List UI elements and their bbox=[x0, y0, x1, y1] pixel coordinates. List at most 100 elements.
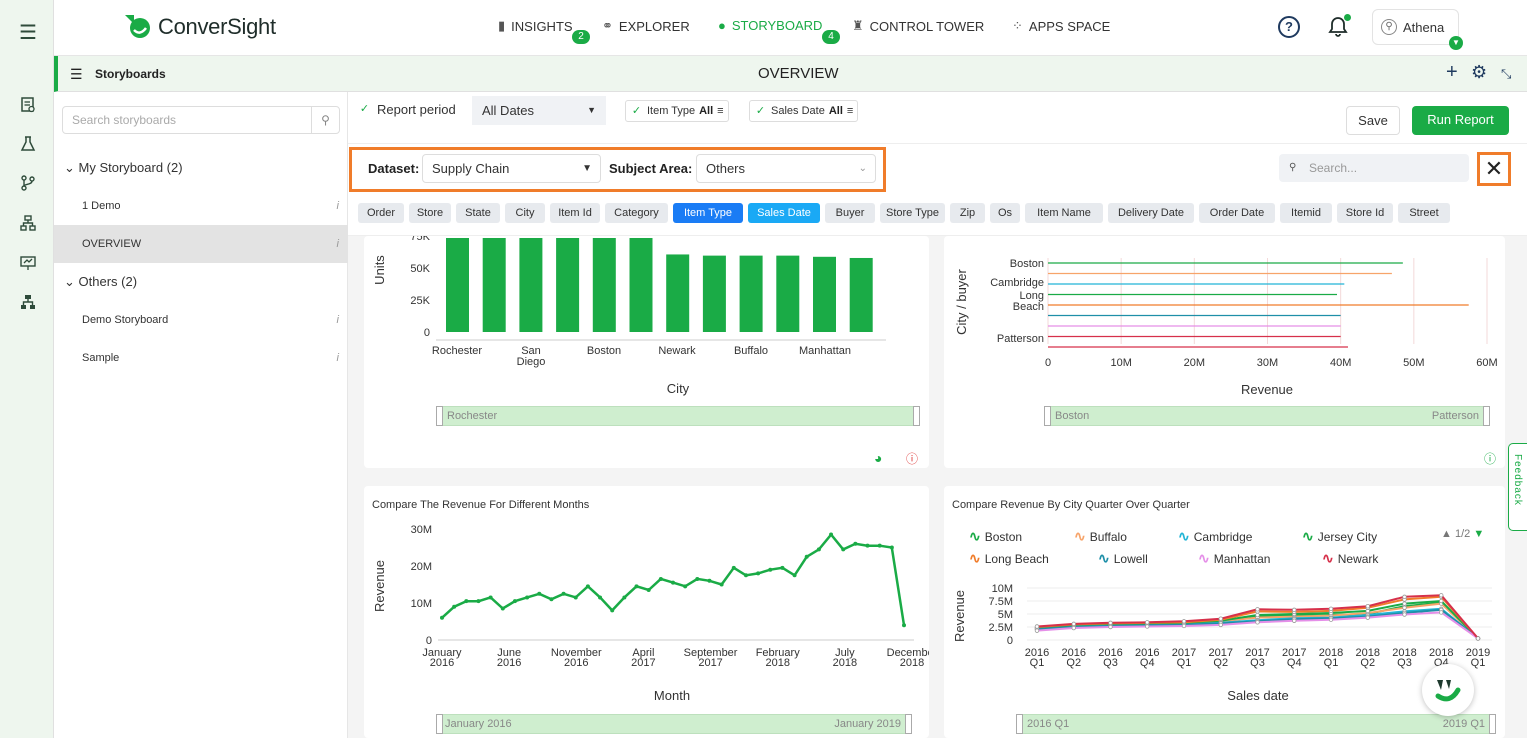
run-report-button[interactable]: Run Report bbox=[1412, 106, 1509, 135]
hamburger-menu-icon[interactable]: ☰ bbox=[19, 21, 37, 44]
sales-date-filter[interactable]: ✓ Sales Date All ≡ bbox=[749, 100, 859, 122]
slider-handle-left[interactable] bbox=[436, 406, 443, 426]
legend-item[interactable]: ∿ Newark bbox=[1322, 550, 1378, 567]
chevron-down-icon[interactable]: ▼ bbox=[1449, 36, 1463, 50]
field-chip[interactable]: Item Name bbox=[1025, 203, 1103, 223]
field-chip[interactable]: Item Type bbox=[673, 203, 743, 223]
field-chip[interactable]: Buyer bbox=[825, 203, 875, 223]
legend-line-icon: ∿ bbox=[1302, 528, 1314, 544]
report-period[interactable]: ✓ Report period bbox=[358, 102, 456, 117]
field-chip[interactable]: Zip bbox=[950, 203, 985, 223]
field-chip[interactable]: Itemid bbox=[1280, 203, 1332, 223]
data-point bbox=[573, 595, 578, 600]
nav-insights[interactable]: ▮ INSIGHTS 2 bbox=[498, 18, 590, 44]
add-icon[interactable]: + bbox=[1446, 61, 1458, 83]
info-icon[interactable]: ⓘ bbox=[906, 452, 919, 466]
brand-logo[interactable]: ConverSight bbox=[122, 12, 276, 42]
search-storyboards-input[interactable]: Search storyboards ⚲ bbox=[62, 106, 340, 134]
x-tick-label: 2018 bbox=[765, 657, 789, 669]
subject-area-select[interactable]: Others ⌄ bbox=[696, 154, 876, 183]
field-chip[interactable]: Store Id bbox=[1337, 203, 1393, 223]
range-slider[interactable]: Rochester bbox=[436, 406, 920, 426]
conversight-assistant-icon bbox=[1435, 680, 1461, 702]
check-icon[interactable]: ✓ bbox=[359, 103, 370, 115]
field-chip[interactable]: Delivery Date bbox=[1108, 203, 1194, 223]
presentation-icon[interactable] bbox=[17, 252, 39, 274]
sidebar-item-overview[interactable]: OVERVIEW i bbox=[54, 225, 348, 263]
field-chip[interactable]: Street bbox=[1398, 203, 1450, 223]
slider-handle-right[interactable] bbox=[913, 406, 920, 426]
range-slider[interactable]: January 2016 January 2019 bbox=[436, 714, 912, 734]
legend-item[interactable]: ∿ Jersey City bbox=[1302, 528, 1377, 545]
info-icon[interactable]: i bbox=[336, 238, 339, 250]
flask-icon[interactable] bbox=[17, 133, 39, 155]
info-icon[interactable]: i bbox=[336, 314, 339, 326]
legend-item[interactable]: ∿ Manhattan bbox=[1198, 550, 1270, 567]
field-chip[interactable]: Order bbox=[358, 203, 404, 223]
nav-control-tower[interactable]: ♜ CONTROL TOWER bbox=[852, 18, 984, 34]
bell-icon[interactable] bbox=[1328, 16, 1350, 40]
feedback-tab[interactable]: Feedback bbox=[1508, 443, 1527, 531]
legend-item[interactable]: ∿ Boston bbox=[969, 528, 1022, 545]
y-tick-label: Patterson bbox=[997, 333, 1044, 345]
group-others[interactable]: ⌄ Others (2) bbox=[64, 274, 138, 289]
field-chip[interactable]: Item Id bbox=[550, 203, 600, 223]
slider-handle-right[interactable] bbox=[1489, 714, 1496, 734]
legend-item[interactable]: ∿ Lowell bbox=[1098, 550, 1148, 567]
legend-pager[interactable]: ▲ 1/2 ▼ bbox=[1441, 528, 1485, 540]
range-slider[interactable]: 2016 Q1 2019 Q1 bbox=[1016, 714, 1496, 734]
group-my-storyboard[interactable]: ⌄ My Storyboard (2) bbox=[64, 160, 183, 175]
help-icon[interactable]: ? bbox=[1278, 16, 1300, 38]
data-point bbox=[488, 595, 493, 600]
nav-apps-space[interactable]: ⁘ APPS SPACE bbox=[1012, 18, 1110, 34]
chart-title: Compare The Revenue For Different Months bbox=[372, 499, 590, 511]
monthly-revenue-chart: 010M20M30MJanuary2016June2016November201… bbox=[372, 524, 929, 703]
sidebar-item-sample[interactable]: Sample i bbox=[54, 339, 348, 377]
info-icon[interactable]: ⓘ bbox=[1484, 452, 1497, 466]
slider-handle-left[interactable] bbox=[1044, 406, 1051, 426]
info-icon[interactable]: i bbox=[336, 352, 339, 364]
sidebar-item-1-demo[interactable]: 1 Demo i bbox=[54, 187, 348, 225]
field-chip[interactable]: Sales Date bbox=[748, 203, 820, 223]
search-icon[interactable]: ⚲ bbox=[311, 107, 339, 133]
sidebar-item-demo-storyboard[interactable]: Demo Storyboard i bbox=[54, 301, 348, 339]
field-chip[interactable]: Store Type bbox=[880, 203, 945, 223]
nav-explorer[interactable]: ⚭ EXPLORER bbox=[602, 18, 690, 34]
data-point bbox=[646, 588, 651, 593]
field-search-input[interactable]: ⚲ Search... bbox=[1279, 154, 1469, 182]
expand-icon[interactable]: ⤡ bbox=[1501, 66, 1512, 81]
report-period-select[interactable]: All Dates ▼ bbox=[472, 96, 606, 125]
hierarchy-icon[interactable] bbox=[17, 212, 39, 234]
range-slider[interactable]: Boston Patterson bbox=[1044, 406, 1490, 426]
nav-storyboard[interactable]: ● STORYBOARD 4 bbox=[718, 18, 840, 44]
slider-handle-left[interactable] bbox=[1016, 714, 1023, 734]
dataset-select[interactable]: Supply Chain ▼ bbox=[422, 154, 601, 183]
list-menu-icon[interactable]: ☰ bbox=[70, 66, 83, 82]
legend-item[interactable]: ∿ Buffalo bbox=[1074, 528, 1127, 545]
legend-item[interactable]: ∿ Cambridge bbox=[1178, 528, 1252, 545]
report-icon[interactable] bbox=[17, 94, 39, 116]
item-type-filter[interactable]: ✓ Item Type All ≡ bbox=[625, 100, 729, 122]
close-icon[interactable]: ✕ bbox=[1477, 152, 1511, 186]
user-menu[interactable]: ⚲ Athena ▼ bbox=[1372, 9, 1463, 50]
legend-item[interactable]: ∿ Long Beach bbox=[969, 550, 1049, 567]
field-chip[interactable]: State bbox=[456, 203, 500, 223]
field-chip[interactable]: Os bbox=[990, 203, 1020, 223]
legend-label: Newark bbox=[1337, 551, 1379, 566]
caret-down-icon: ▼ bbox=[587, 105, 596, 115]
slider-handle-left[interactable] bbox=[436, 714, 443, 734]
field-chip[interactable]: Store bbox=[409, 203, 451, 223]
x-tick-label: 50M bbox=[1403, 357, 1424, 369]
assistant-button[interactable] bbox=[1422, 664, 1474, 716]
field-chip[interactable]: Order Date bbox=[1199, 203, 1275, 223]
slider-handle-right[interactable] bbox=[905, 714, 912, 734]
info-icon[interactable]: i bbox=[336, 200, 339, 212]
gear-icon[interactable]: ⚙ bbox=[1471, 62, 1488, 82]
field-chip[interactable]: Category bbox=[605, 203, 668, 223]
slider-handle-right[interactable] bbox=[1483, 406, 1490, 426]
conversight-mini-icon[interactable]: ◕ bbox=[874, 450, 883, 466]
save-button[interactable]: Save bbox=[1346, 106, 1400, 135]
branch-icon[interactable] bbox=[17, 172, 39, 194]
field-chip[interactable]: City bbox=[505, 203, 545, 223]
sitemap-icon[interactable] bbox=[17, 291, 39, 313]
